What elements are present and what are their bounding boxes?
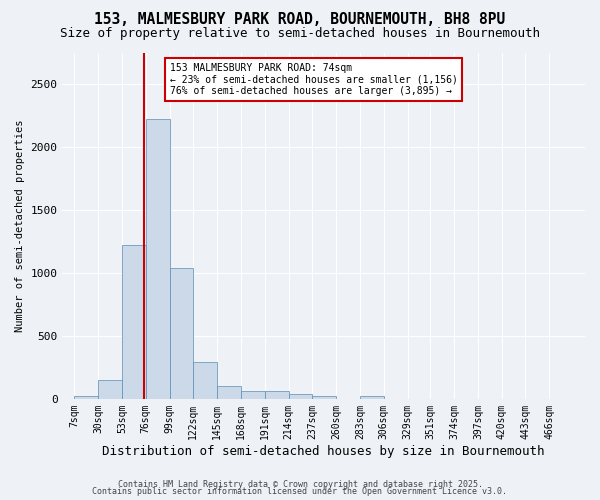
Bar xyxy=(170,268,193,399)
Y-axis label: Number of semi-detached properties: Number of semi-detached properties xyxy=(15,120,25,332)
Bar xyxy=(313,396,336,399)
Text: 153, MALMESBURY PARK ROAD, BOURNEMOUTH, BH8 8PU: 153, MALMESBURY PARK ROAD, BOURNEMOUTH, … xyxy=(94,12,506,28)
Bar xyxy=(360,396,384,399)
Bar xyxy=(146,119,170,399)
Text: 153 MALMESBURY PARK ROAD: 74sqm
← 23% of semi-detached houses are smaller (1,156: 153 MALMESBURY PARK ROAD: 74sqm ← 23% of… xyxy=(170,63,457,96)
Bar xyxy=(289,394,313,399)
Text: Size of property relative to semi-detached houses in Bournemouth: Size of property relative to semi-detach… xyxy=(60,28,540,40)
Bar xyxy=(74,396,98,399)
Text: Contains public sector information licensed under the Open Government Licence v3: Contains public sector information licen… xyxy=(92,487,508,496)
Bar xyxy=(217,386,241,399)
Text: Contains HM Land Registry data © Crown copyright and database right 2025.: Contains HM Land Registry data © Crown c… xyxy=(118,480,482,489)
Bar xyxy=(193,362,217,399)
Bar xyxy=(265,392,289,399)
Bar xyxy=(241,392,265,399)
Bar xyxy=(122,245,146,399)
Bar xyxy=(98,380,122,399)
X-axis label: Distribution of semi-detached houses by size in Bournemouth: Distribution of semi-detached houses by … xyxy=(103,444,545,458)
